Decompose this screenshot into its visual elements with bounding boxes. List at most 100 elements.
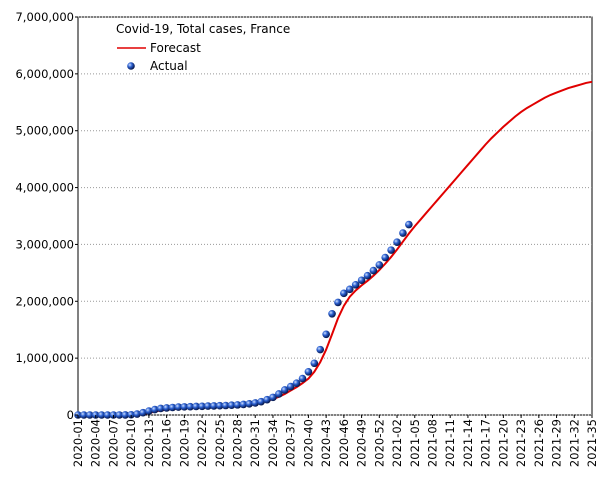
actual-point: [204, 402, 212, 410]
actual-point: [280, 386, 289, 394]
x-tick-label: 2020-13: [142, 419, 156, 467]
actual-point: [162, 404, 171, 412]
axes: 0 1,000,000 2,000,000 3,000,000 4,000,000 5,0…: [15, 10, 599, 467]
y-tick-label: 1,000,000: [15, 351, 74, 365]
x-tick-label: 2020-04: [89, 419, 103, 467]
actual-point: [328, 309, 336, 318]
x-tick-label: 2020-49: [355, 419, 369, 467]
actual-point: [357, 276, 366, 285]
actual-point: [304, 367, 313, 376]
actual-point: [393, 238, 401, 246]
actual-point: [387, 246, 395, 254]
actual-point: [316, 345, 325, 354]
actual-point: [97, 411, 106, 419]
actual-point: [210, 402, 218, 410]
actual-point: [221, 401, 230, 410]
actual-point: [233, 401, 242, 409]
actual-point: [186, 402, 195, 411]
actual-point: [245, 399, 254, 408]
y-tick-label: 6,000,000: [15, 67, 74, 81]
grid: [78, 16, 592, 416]
x-tick-label: 2021-20: [496, 419, 510, 467]
x-tick-label: 2020-22: [195, 419, 209, 467]
actual-point: [133, 410, 141, 418]
x-tick-label: 2021-17: [479, 419, 493, 467]
x-tick-label: 2020-07: [106, 419, 120, 467]
actual-point: [145, 407, 153, 415]
actual-point: [269, 393, 277, 402]
x-tick-label: 2021-14: [461, 419, 475, 467]
x-tick-label: 2020-10: [124, 419, 138, 467]
y-tick-label: 3,000,000: [15, 237, 74, 251]
x-tick-label: 2021-08: [425, 419, 439, 467]
x-tick-label: 2020-25: [213, 419, 227, 467]
actual-point: [257, 397, 265, 406]
actual-point: [351, 280, 360, 289]
y-tick-label: 5,000,000: [15, 124, 74, 138]
actual-point: [322, 330, 330, 339]
actual-point: [405, 220, 413, 229]
x-tick-label: 2021-05: [408, 419, 422, 467]
actual-point: [340, 289, 348, 298]
actual-point: [369, 266, 378, 275]
y-tick-label: 2,000,000: [15, 294, 74, 308]
actual-point: [80, 411, 88, 419]
actual-point: [381, 253, 390, 262]
legend-label: Actual: [150, 59, 188, 73]
actual-point: [375, 261, 384, 269]
y-tick-label: 7,000,000: [15, 10, 74, 24]
actual-point: [151, 405, 159, 414]
actual-point: [192, 402, 200, 411]
actual-point: [121, 411, 130, 419]
actual-point: [334, 298, 342, 307]
x-tick-label: 2020-28: [231, 419, 245, 467]
actual-point: [174, 403, 183, 411]
actual-point: [215, 401, 224, 410]
x-tick-label: 2020-40: [301, 419, 315, 467]
x-tick-label: 2021-26: [532, 419, 546, 467]
x-tick-label: 2020-01: [71, 419, 85, 467]
actual-point: [399, 229, 407, 237]
actual-point: [127, 410, 135, 419]
x-tick-label: 2020-43: [319, 419, 333, 467]
actual-point: [156, 404, 165, 413]
actual-point: [168, 403, 177, 412]
x-tick-label: 2021-11: [443, 419, 457, 467]
x-tick-label: 2021-35: [585, 419, 599, 467]
x-tick-label: 2021-32: [567, 419, 581, 467]
actual-point: [115, 411, 124, 419]
actual-point: [251, 399, 260, 407]
x-tick-label: 2021-29: [550, 419, 564, 467]
actual-point: [345, 285, 354, 294]
actual-point: [180, 403, 189, 411]
y-tick-label: 4,000,000: [15, 181, 74, 195]
x-tick-label: 2021-23: [514, 419, 528, 467]
chart-title: Covid-19, Total cases, France: [116, 22, 290, 36]
x-tick-label: 2020-19: [177, 419, 191, 467]
actual-point: [239, 400, 248, 409]
forecast-line: [78, 80, 593, 416]
marks: [74, 80, 593, 419]
plot-frame: [77, 16, 593, 416]
actual-point: [227, 401, 236, 410]
actual-point: [275, 390, 283, 398]
actual-point: [263, 395, 271, 404]
x-tick-label: 2020-34: [266, 419, 280, 467]
actual-point: [292, 379, 301, 387]
actual-point: [363, 271, 372, 280]
actual-point: [298, 374, 307, 383]
actual-point: [286, 382, 295, 391]
legend: Forecast Actual: [117, 41, 201, 73]
x-tick-label: 2020-52: [372, 419, 386, 467]
legend-label: Forecast: [150, 41, 201, 55]
actual-point: [103, 411, 112, 419]
x-tick-label: 2020-46: [337, 419, 351, 467]
actual-point: [198, 402, 206, 411]
x-tick-label: 2020-37: [284, 419, 298, 467]
legend-swatch: [127, 62, 135, 70]
actual-point: [310, 359, 319, 368]
actual-point: [86, 411, 94, 419]
actual-point: [139, 408, 147, 417]
